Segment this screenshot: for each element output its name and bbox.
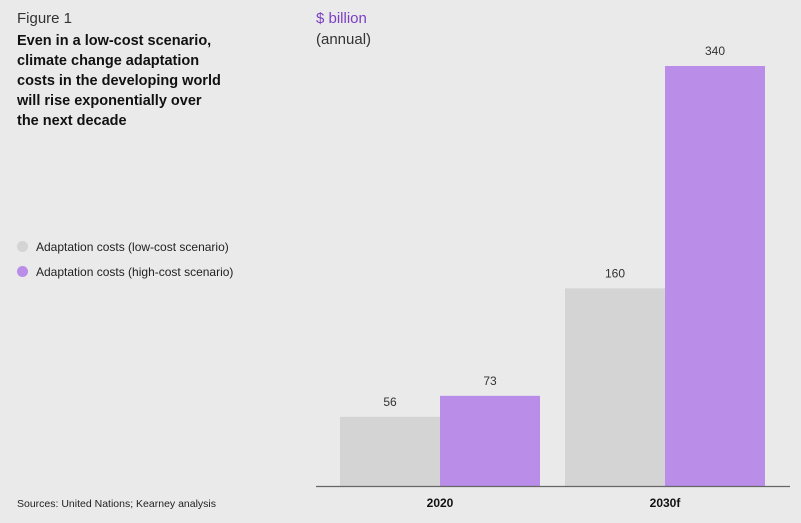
data-label: 160 [605, 266, 625, 280]
figure-label: Figure 1 [17, 10, 73, 27]
unit-sublabel: (annual) [316, 31, 372, 48]
legend-label-low-cost: Adaptation costs (low-cost scenario) [36, 239, 229, 254]
legend-label-high-cost: Adaptation costs (high-cost scenario) [36, 264, 234, 279]
x-tick-label: 2030f [650, 496, 682, 510]
data-label: 56 [383, 395, 397, 409]
bar-2030f-high-cost [665, 66, 765, 486]
legend-swatch-high-cost [17, 266, 28, 277]
chart-title: Even in a low-cost scenario, climate cha… [17, 33, 221, 129]
legend-swatch-low-cost [17, 241, 28, 252]
legend-item-high-cost: Adaptation costs (high-cost scenario) [17, 259, 233, 284]
legend-item-low-cost: Adaptation costs (low-cost scenario) [17, 234, 233, 259]
bar-2030f-low-cost [565, 288, 665, 486]
bar-2020-high-cost [440, 395, 540, 486]
x-tick-label: 2020 [427, 496, 454, 510]
data-label: 340 [705, 44, 725, 58]
data-label: 73 [483, 374, 497, 388]
unit-label: $ billion [316, 10, 367, 27]
bar-2020-low-cost [340, 416, 440, 486]
source-note: Sources: United Nations; Kearney analysi… [17, 498, 217, 510]
legend: Adaptation costs (low-cost scenario) Ada… [17, 234, 233, 284]
